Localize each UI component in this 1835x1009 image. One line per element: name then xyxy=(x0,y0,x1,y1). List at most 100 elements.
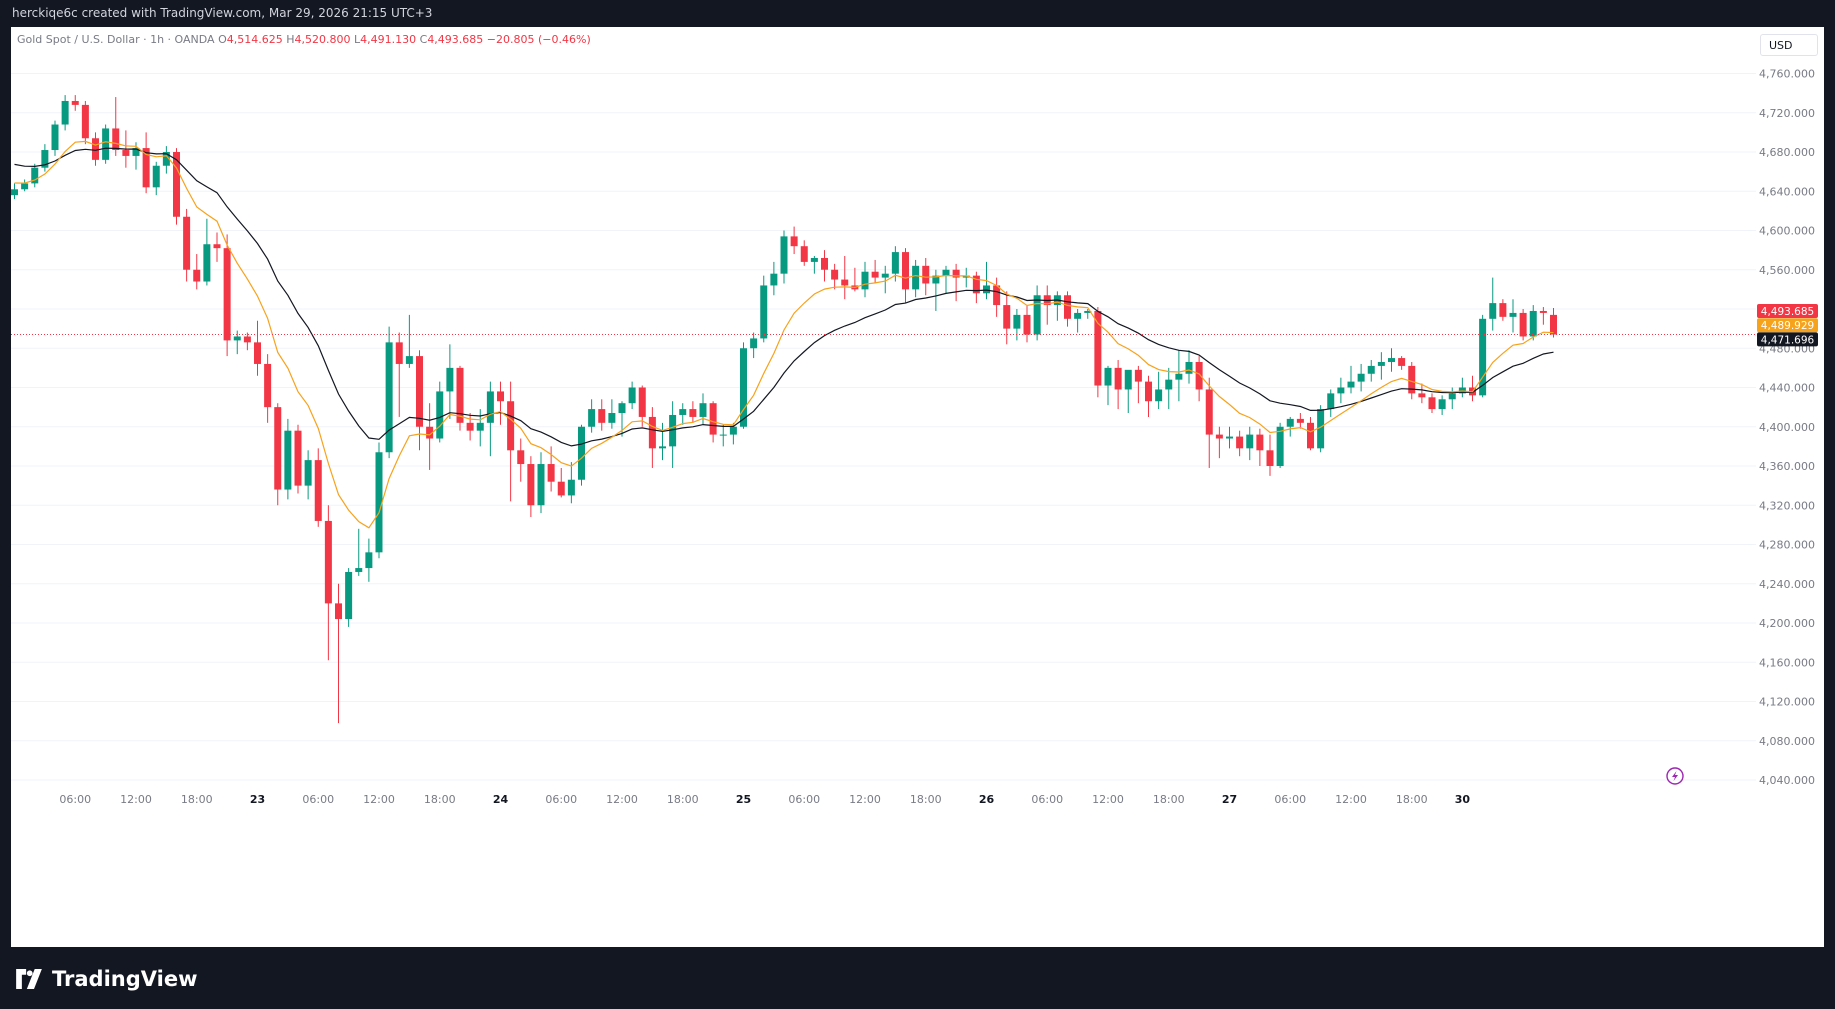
candle-body xyxy=(983,285,990,294)
price-label-box xyxy=(1757,318,1818,333)
candle-body xyxy=(112,128,120,151)
candle-body xyxy=(183,216,191,270)
candle-body xyxy=(324,520,332,604)
candle-body xyxy=(152,165,160,188)
brand-logo[interactable]: TradingView xyxy=(12,967,197,991)
candle-body xyxy=(952,269,960,278)
candle-body xyxy=(1205,389,1213,435)
candle-body xyxy=(1408,365,1416,394)
x-tick-label: 18:00 xyxy=(181,793,213,806)
y-tick-label: 4,560.000 xyxy=(1759,264,1815,277)
price-label-text: 4,489.929 xyxy=(1761,320,1814,332)
currency-button[interactable]: USD xyxy=(1760,34,1818,56)
candle-body xyxy=(709,403,717,435)
candle-body xyxy=(61,100,69,125)
candle-body xyxy=(92,138,99,160)
candle-body xyxy=(1236,436,1244,449)
ema-slow-line xyxy=(14,147,1554,447)
candle-body xyxy=(1296,418,1304,423)
low-value: 4,491.130 xyxy=(360,33,417,46)
x-tick-label: 06:00 xyxy=(1274,793,1306,806)
candle-body xyxy=(1388,358,1395,362)
candle-body xyxy=(1286,418,1294,427)
candle-body xyxy=(567,479,575,496)
x-tick-label: 25 xyxy=(736,793,751,806)
x-tick-label: 06:00 xyxy=(59,793,91,806)
candle-body xyxy=(1529,310,1537,337)
candle-body xyxy=(659,446,666,449)
symbol-name: Gold Spot / U.S. Dollar · 1h · OANDA xyxy=(17,33,215,46)
candle-body xyxy=(770,273,778,286)
candle-body xyxy=(790,236,798,247)
y-tick-label: 4,600.000 xyxy=(1759,225,1815,238)
x-tick-label: 30 xyxy=(1455,793,1471,806)
y-tick-label: 4,680.000 xyxy=(1759,146,1815,159)
candle-body xyxy=(1377,361,1385,366)
candle-body xyxy=(497,391,504,402)
candle-body xyxy=(760,285,768,339)
candle-body xyxy=(1276,426,1284,466)
candle-body xyxy=(1023,314,1031,335)
candle-body xyxy=(264,363,272,408)
y-tick-label: 4,160.000 xyxy=(1759,656,1815,669)
candle-body xyxy=(274,407,282,490)
candle-body xyxy=(1307,422,1314,449)
candle-body xyxy=(588,409,596,427)
candle-body xyxy=(345,571,353,620)
candle-body xyxy=(507,401,515,451)
candle-body xyxy=(638,387,646,417)
candle-body xyxy=(294,430,302,486)
x-tick-label: 06:00 xyxy=(788,793,820,806)
price-label-text: 4,471.696 xyxy=(1761,334,1815,346)
candle-body xyxy=(537,464,545,506)
x-tick-label: 18:00 xyxy=(1153,793,1185,806)
candle-body xyxy=(1428,397,1436,410)
candle-body xyxy=(486,391,494,423)
chart-panel[interactable]: 4,760.000 4,720.000 4,680.000 4,640.000 4,60… xyxy=(11,27,1824,947)
candle-body xyxy=(1347,381,1355,388)
x-tick-label: 12:00 xyxy=(849,793,881,806)
y-tick-label: 4,240.000 xyxy=(1759,578,1815,591)
y-tick-label: 4,280.000 xyxy=(1759,539,1815,552)
candle-body xyxy=(1185,361,1193,374)
candle-body xyxy=(446,367,454,392)
y-tick-label: 4,400.000 xyxy=(1759,421,1815,434)
candle-body xyxy=(142,148,150,188)
candle-body xyxy=(456,367,464,423)
candle-body xyxy=(800,246,808,262)
candle-body xyxy=(1215,434,1223,439)
candle-body xyxy=(335,603,342,620)
candlestick-chart[interactable]: 4,760.000 4,720.000 4,680.000 4,640.000 4,60… xyxy=(11,27,1824,947)
candle-body xyxy=(719,434,727,436)
candle-body xyxy=(132,148,140,156)
candle-body xyxy=(861,271,869,290)
candle-body xyxy=(1438,399,1446,410)
x-tick-label: 18:00 xyxy=(910,793,942,806)
candle-body xyxy=(628,387,636,404)
candle-body xyxy=(841,279,849,286)
candle-body xyxy=(1064,295,1071,319)
candle-body xyxy=(1084,310,1092,313)
candle-body xyxy=(1165,379,1173,390)
candle-body xyxy=(972,275,980,294)
candle-body xyxy=(314,460,322,521)
candle-body xyxy=(223,248,231,341)
candle-body xyxy=(1134,369,1142,382)
candle-body xyxy=(41,150,49,168)
candle-body xyxy=(1266,450,1274,466)
close-label: C xyxy=(419,33,428,46)
candle-body xyxy=(780,236,788,274)
high-label: H xyxy=(286,33,295,46)
candle-body xyxy=(254,342,261,364)
candle-body xyxy=(993,285,1001,306)
candle-body xyxy=(618,403,626,414)
candle-body xyxy=(1155,389,1163,402)
candle-body xyxy=(31,167,39,184)
candle-body xyxy=(51,124,59,151)
x-tick-label: 24 xyxy=(493,793,509,806)
candle-body xyxy=(416,356,423,427)
lightning-icon[interactable] xyxy=(1666,767,1684,785)
candle-body xyxy=(1327,393,1335,410)
symbol-legend: Gold Spot / U.S. Dollar · 1h · OANDA O4,… xyxy=(17,33,591,46)
candle-body xyxy=(669,414,677,447)
